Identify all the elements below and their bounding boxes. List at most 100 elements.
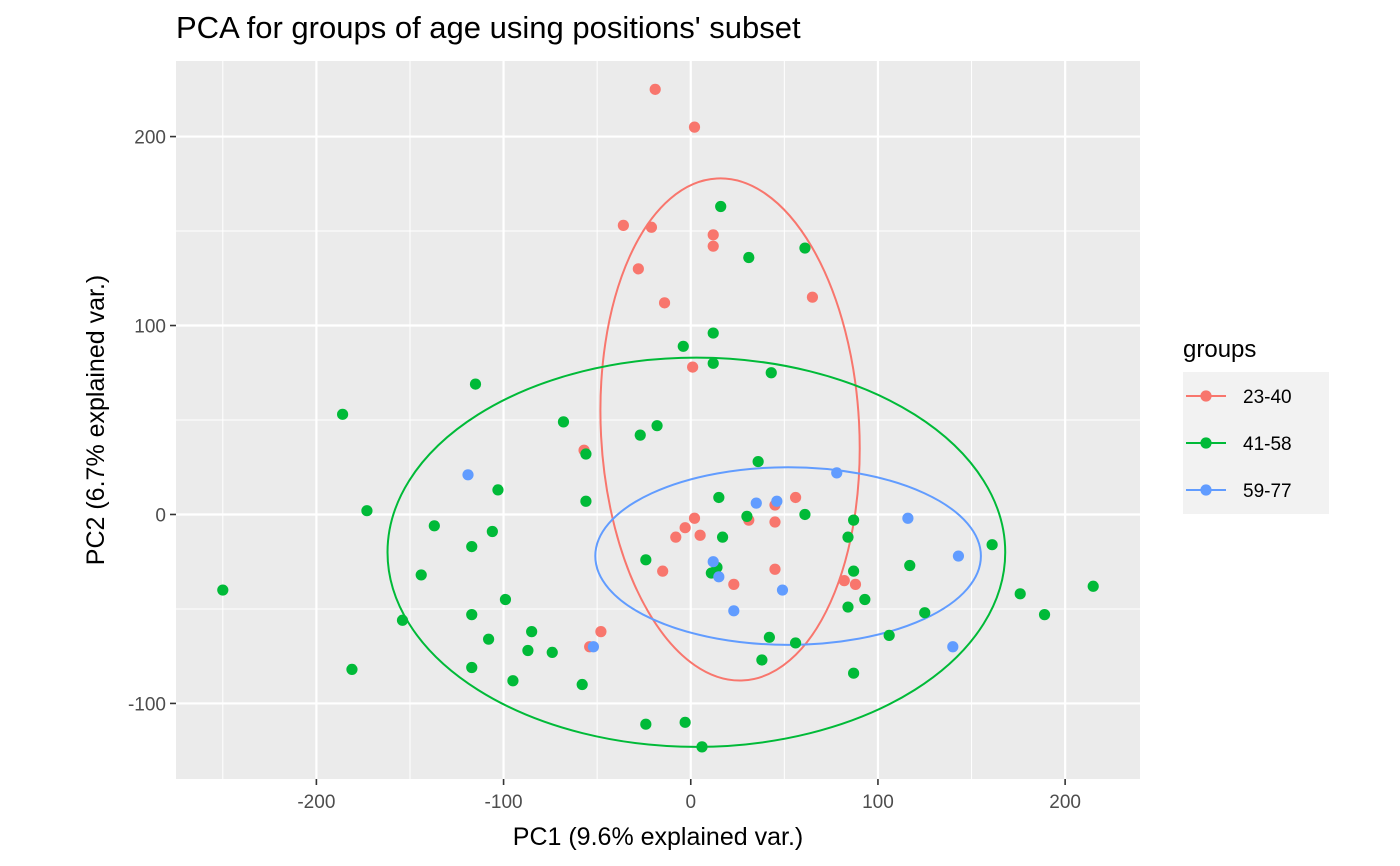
- point-41-58: [507, 675, 519, 687]
- legend-key-point: [1200, 484, 1212, 496]
- point-41-58: [743, 251, 755, 264]
- legend-item: 41-58: [1183, 420, 1292, 466]
- point-23-40: [707, 229, 719, 241]
- point-41-58: [482, 633, 495, 645]
- point-41-58: [336, 408, 349, 420]
- point-41-58: [546, 646, 558, 659]
- point-41-58: [640, 554, 652, 566]
- x-tick-label: 200: [1049, 792, 1081, 813]
- ellipse-59-77: [594, 466, 982, 646]
- legend-label: 41-58: [1243, 434, 1292, 455]
- point-23-40: [687, 361, 699, 373]
- point-23-40: [595, 626, 607, 638]
- point-59-77: [728, 605, 740, 617]
- point-41-58: [789, 637, 802, 649]
- point-23-40: [632, 263, 644, 275]
- point-59-77: [707, 556, 719, 568]
- legend-label: 23-40: [1243, 387, 1292, 408]
- point-23-40: [658, 297, 671, 309]
- point-41-58: [640, 718, 652, 730]
- point-23-40: [649, 83, 661, 95]
- point-41-58: [499, 593, 512, 606]
- group-ellipses: [386, 177, 1007, 748]
- x-tick-label: -100: [485, 792, 523, 813]
- point-41-58: [696, 741, 708, 753]
- point-59-77: [831, 467, 843, 479]
- point-41-58: [634, 429, 646, 441]
- point-23-40: [657, 565, 669, 577]
- point-41-58: [799, 508, 811, 521]
- point-23-40: [679, 522, 691, 534]
- point-23-40: [617, 219, 629, 231]
- x-axis-title: PC1 (9.6% explained var.): [513, 823, 803, 851]
- point-41-58: [466, 540, 478, 553]
- point-41-58: [848, 514, 860, 526]
- data-points: [217, 83, 1099, 753]
- point-41-58: [346, 663, 358, 676]
- x-tick-label: 0: [685, 792, 696, 813]
- point-41-58: [557, 416, 570, 428]
- point-41-58: [756, 654, 768, 666]
- point-23-40: [838, 575, 850, 587]
- grid-minor: [176, 61, 1140, 779]
- point-41-58: [883, 629, 895, 642]
- y-tick-label: -100: [128, 694, 166, 715]
- ellipse-23-40: [599, 177, 861, 682]
- point-23-40: [645, 221, 658, 233]
- point-23-40: [694, 529, 706, 541]
- point-41-58: [396, 614, 409, 626]
- point-41-58: [859, 593, 871, 606]
- y-tick-label: 100: [134, 317, 166, 338]
- point-41-58: [486, 525, 498, 538]
- point-41-58: [919, 607, 931, 619]
- point-41-58: [848, 565, 860, 577]
- point-41-58: [799, 242, 811, 254]
- point-59-77: [713, 571, 725, 583]
- point-41-58: [842, 531, 854, 543]
- y-axis-title: PC2 (6.7% explained var.): [82, 275, 110, 565]
- point-23-40: [707, 240, 719, 252]
- point-41-58: [580, 448, 592, 460]
- x-tick-label: 100: [862, 792, 894, 813]
- point-41-58: [741, 510, 753, 522]
- point-41-58: [1087, 580, 1099, 592]
- point-41-58: [1014, 588, 1026, 600]
- x-axis: -200 -100 0 100 200: [297, 779, 1081, 813]
- legend-item: 23-40: [1183, 373, 1292, 419]
- point-41-58: [713, 491, 725, 504]
- point-59-77: [771, 495, 783, 507]
- point-23-40: [769, 563, 781, 575]
- point-41-58: [715, 200, 727, 213]
- point-59-77: [947, 641, 959, 653]
- point-41-58: [466, 661, 478, 674]
- point-23-40: [688, 512, 701, 524]
- point-41-58: [679, 716, 691, 728]
- point-41-58: [848, 667, 860, 679]
- point-23-40: [728, 578, 740, 590]
- point-23-40: [769, 516, 781, 528]
- point-41-58: [752, 455, 764, 468]
- point-41-58: [469, 378, 482, 390]
- point-23-40: [789, 491, 802, 504]
- point-41-58: [466, 609, 478, 621]
- grid-major: [176, 61, 1140, 779]
- point-41-58: [707, 327, 719, 339]
- point-41-58: [526, 626, 538, 638]
- point-59-77: [462, 469, 474, 481]
- chart-title: PCA for groups of age using positions' s…: [176, 10, 801, 45]
- point-41-58: [415, 569, 427, 581]
- point-41-58: [651, 420, 663, 432]
- point-41-58: [580, 495, 592, 507]
- point-41-58: [522, 644, 534, 657]
- y-tick-label: 0: [155, 505, 166, 526]
- point-41-58: [576, 678, 588, 691]
- point-41-58: [986, 539, 998, 551]
- point-41-58: [492, 484, 504, 496]
- legend-label: 59-77: [1243, 481, 1292, 502]
- x-tick-label: -200: [297, 792, 335, 813]
- point-59-77: [902, 512, 914, 524]
- point-41-58: [361, 505, 373, 517]
- legend-key-point: [1200, 390, 1212, 402]
- point-23-40: [849, 578, 862, 590]
